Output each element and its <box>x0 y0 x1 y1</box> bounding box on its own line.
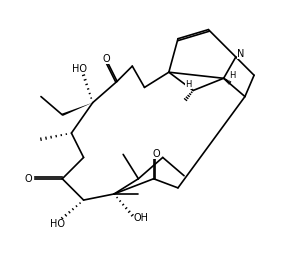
Text: HO: HO <box>50 219 65 229</box>
Text: H: H <box>230 71 236 80</box>
Text: N: N <box>237 49 244 59</box>
Text: O: O <box>25 174 33 184</box>
Text: O: O <box>153 149 161 160</box>
Text: O: O <box>102 54 110 64</box>
Polygon shape <box>62 103 93 116</box>
Text: OH: OH <box>134 213 149 223</box>
Text: HO: HO <box>72 64 86 74</box>
Text: H: H <box>185 80 192 89</box>
